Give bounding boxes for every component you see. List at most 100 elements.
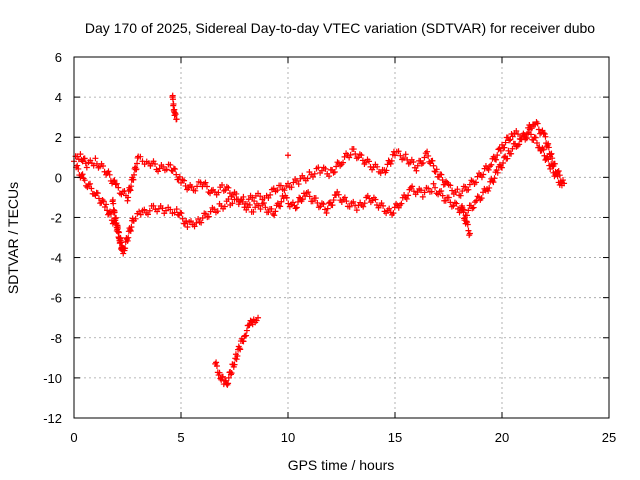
data-point bbox=[473, 197, 480, 204]
data-point bbox=[462, 214, 469, 221]
data-point bbox=[74, 162, 81, 169]
data-point bbox=[465, 186, 472, 193]
data-point bbox=[405, 192, 412, 199]
data-point bbox=[513, 127, 520, 134]
data-point bbox=[387, 209, 394, 216]
data-point bbox=[358, 152, 365, 159]
data-point bbox=[225, 374, 232, 381]
data-point bbox=[330, 197, 337, 204]
data-point bbox=[499, 164, 505, 171]
data-point bbox=[188, 183, 195, 190]
data-point bbox=[167, 206, 174, 213]
data-point bbox=[534, 120, 541, 127]
data-point bbox=[542, 133, 549, 140]
data-point bbox=[433, 166, 440, 173]
data-point bbox=[491, 175, 498, 182]
data-point bbox=[133, 166, 140, 173]
y-tick-label: -10 bbox=[43, 371, 62, 386]
data-point bbox=[191, 223, 198, 230]
data-point bbox=[87, 180, 94, 187]
x-axis-label: GPS time / hours bbox=[288, 457, 395, 473]
data-point bbox=[465, 207, 472, 214]
y-tick-label: 6 bbox=[55, 50, 62, 65]
data-point bbox=[315, 164, 322, 171]
data-point bbox=[104, 207, 111, 214]
data-point bbox=[251, 198, 258, 205]
data-point bbox=[227, 371, 234, 378]
data-point bbox=[125, 234, 132, 241]
data-point bbox=[225, 196, 232, 203]
data-point bbox=[115, 229, 122, 236]
data-point bbox=[335, 191, 342, 198]
data-point bbox=[163, 207, 170, 214]
data-point bbox=[113, 180, 120, 187]
data-point bbox=[421, 189, 428, 196]
data-point bbox=[105, 168, 112, 175]
data-point bbox=[398, 200, 405, 207]
data-point bbox=[228, 370, 235, 377]
data-point bbox=[312, 195, 319, 202]
data-point bbox=[299, 196, 306, 203]
data-point bbox=[187, 218, 194, 225]
data-point bbox=[229, 200, 236, 207]
data-point bbox=[211, 206, 218, 213]
data-point bbox=[198, 219, 205, 226]
data-point bbox=[305, 189, 312, 196]
data-point bbox=[243, 200, 250, 207]
data-point bbox=[470, 204, 477, 211]
data-point bbox=[79, 171, 86, 178]
data-point bbox=[270, 185, 277, 192]
data-point bbox=[288, 184, 295, 191]
x-tick-label: 0 bbox=[70, 430, 77, 445]
data-point bbox=[372, 196, 379, 203]
data-point bbox=[508, 150, 515, 157]
data-point bbox=[216, 369, 223, 376]
data-point bbox=[156, 165, 163, 172]
data-point bbox=[252, 204, 259, 211]
data-point bbox=[128, 223, 135, 230]
data-point bbox=[160, 163, 167, 170]
y-tick-label: -2 bbox=[50, 210, 62, 225]
data-point bbox=[114, 223, 121, 230]
data-point bbox=[83, 164, 90, 171]
data-point bbox=[275, 202, 282, 209]
data-point bbox=[409, 183, 416, 190]
data-point bbox=[152, 161, 159, 168]
data-point bbox=[497, 147, 504, 154]
data-point bbox=[438, 171, 445, 178]
data-point bbox=[207, 208, 214, 215]
data-point bbox=[127, 226, 134, 233]
data-point bbox=[445, 194, 452, 201]
data-point bbox=[177, 209, 184, 216]
data-point bbox=[343, 198, 350, 205]
y-axis-label: SDTVAR / TECUs bbox=[5, 182, 21, 294]
data-point bbox=[533, 139, 540, 146]
data-point bbox=[215, 189, 222, 196]
data-point bbox=[115, 184, 122, 191]
data-point bbox=[535, 126, 542, 133]
data-point bbox=[350, 198, 357, 205]
data-point bbox=[320, 201, 327, 208]
data-point bbox=[150, 202, 157, 209]
data-point bbox=[329, 202, 336, 209]
data-point bbox=[173, 206, 180, 213]
data-point bbox=[103, 201, 110, 208]
data-point bbox=[110, 200, 117, 207]
data-point bbox=[81, 155, 88, 162]
data-point bbox=[460, 209, 467, 216]
data-point bbox=[285, 180, 291, 187]
data-point bbox=[554, 173, 561, 180]
y-tick-label: -12 bbox=[43, 411, 62, 426]
data-point bbox=[333, 163, 340, 170]
data-point bbox=[374, 163, 381, 170]
data-point bbox=[490, 179, 497, 186]
data-point bbox=[250, 208, 257, 215]
data-point bbox=[172, 111, 179, 118]
y-tick-label: -4 bbox=[50, 251, 62, 266]
data-point bbox=[387, 160, 394, 167]
data-point bbox=[516, 141, 523, 148]
data-point bbox=[112, 181, 119, 188]
y-tick-label: 4 bbox=[55, 90, 62, 105]
tick-layer: 0 5 10 15 20 25 -12 -10 -8 -6 -4 -2 0 2 4 6 bbox=[43, 50, 616, 445]
